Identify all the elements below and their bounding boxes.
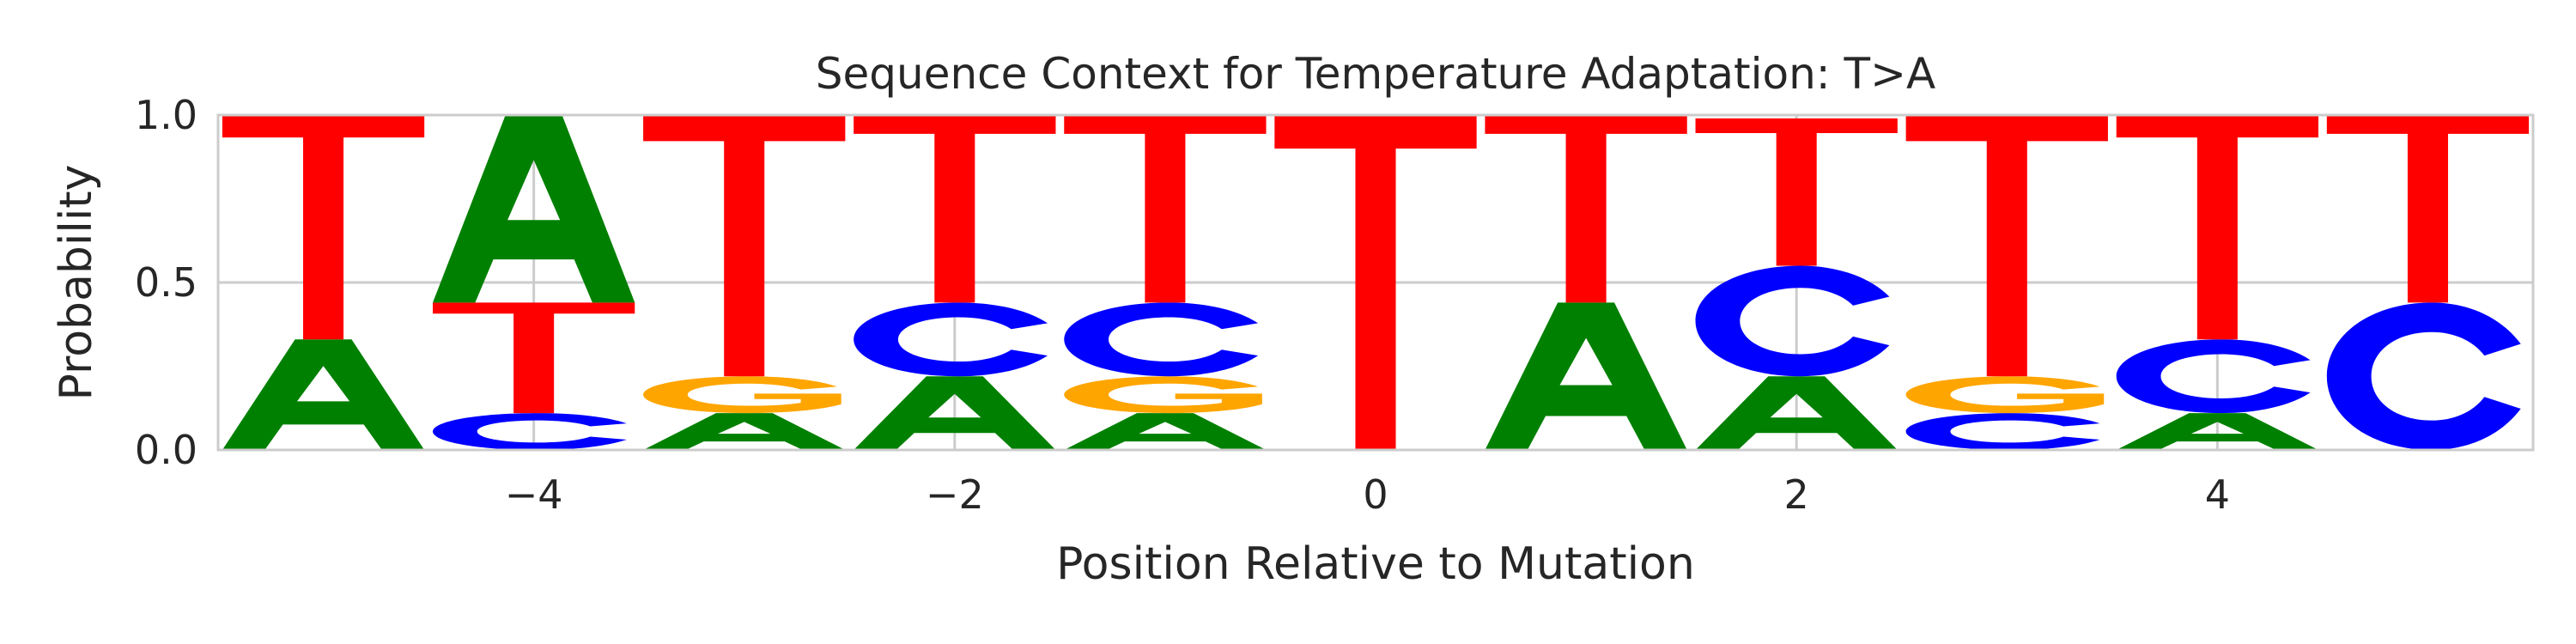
y-tick-label: 0.0: [135, 427, 197, 473]
logo-letter-c-pos--2: [854, 302, 1048, 377]
logo-letter-a-pos--5: [222, 339, 425, 450]
y-tick-label: 1.0: [135, 92, 197, 138]
logo-letter-c-pos-5: [2326, 302, 2521, 450]
logo-letter-c-pos-2: [1695, 265, 1890, 377]
tick-labels: −4 −2 0 2 4 0.0 0.5 1.0: [135, 92, 2230, 518]
logo-letter-g-pos--3: [643, 376, 841, 414]
logo-letter-g-pos-3: [1905, 376, 2105, 414]
logo-letter-c-pos--1: [1064, 302, 1259, 377]
logo-letter-a-pos--4: [432, 115, 635, 303]
logo-letter-a-pos-4: [2116, 413, 2319, 450]
logo-letter-c-pos-3: [1905, 413, 2100, 450]
logo-letter-a-pos--1: [1064, 413, 1267, 450]
logo-letter-a-pos-1: [1485, 302, 1687, 450]
logo-letter-t-pos-2: [1695, 118, 1898, 266]
y-axis-label: Probability: [51, 165, 102, 401]
logo-letter-t-pos--3: [643, 115, 846, 377]
logo-letter-a-pos-2: [1695, 376, 1898, 450]
logo-letter-c-pos--4: [432, 413, 627, 450]
logo-letters: [222, 115, 2530, 450]
logo-letter-g-pos--1: [1064, 376, 1262, 414]
plot-frame: [216, 113, 2535, 452]
logo-letter-t-pos-3: [1905, 115, 2108, 377]
logo-letter-t-pos-1: [1485, 115, 1687, 303]
chart-title: Sequence Context for Temperature Adaptat…: [816, 49, 1935, 99]
logo-letter-t-pos-0: [1274, 115, 1477, 450]
logo-letter-t-pos--2: [854, 115, 1056, 303]
x-tick-label: 0: [1363, 471, 1388, 518]
logo-letter-a-pos--3: [643, 413, 846, 450]
x-tick-label: 4: [2205, 471, 2230, 518]
x-axis-label: Position Relative to Mutation: [1056, 538, 1695, 590]
logo-letter-t-pos--4: [432, 302, 635, 414]
logo-letter-t-pos--1: [1064, 115, 1267, 303]
logo-letter-t-pos-5: [2326, 115, 2530, 303]
y-tick-label: 0.5: [135, 259, 197, 306]
logo-letter-t-pos-4: [2116, 115, 2319, 340]
x-tick-label: −4: [505, 471, 563, 518]
logo-letter-a-pos--2: [854, 376, 1056, 450]
logo-letter-c-pos-4: [2116, 339, 2311, 414]
x-tick-label: −2: [926, 471, 984, 518]
logo-letter-t-pos--5: [222, 115, 425, 340]
x-tick-label: 2: [1784, 471, 1809, 518]
